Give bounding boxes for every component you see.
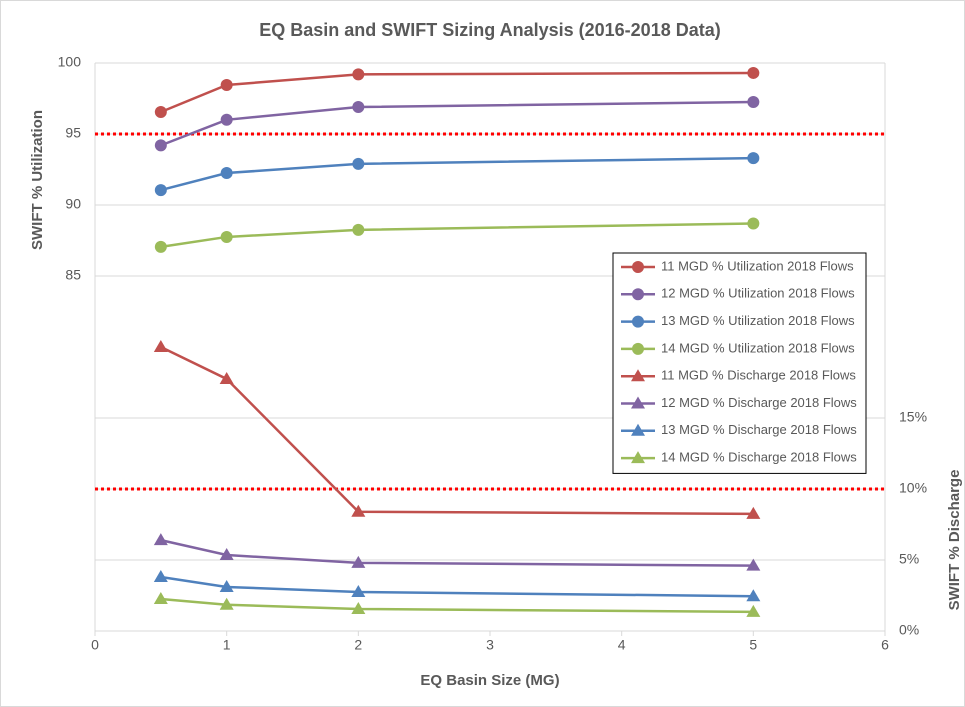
series-line (160, 100, 754, 147)
legend-marker (632, 315, 644, 328)
legend-marker (632, 288, 644, 301)
y-tick-label: 90 (65, 196, 81, 212)
data-point (153, 340, 168, 352)
series-line (160, 156, 754, 192)
y2-tick-label: 0% (899, 622, 919, 638)
y2-tick-label: 15% (899, 409, 927, 425)
series-line (160, 345, 754, 516)
data-point (747, 96, 760, 109)
y2-axis-label: SWIFT % Discharge (946, 470, 963, 611)
data-point (352, 157, 365, 170)
legend-marker (631, 451, 645, 464)
x-tick-label: 5 (749, 637, 757, 653)
chart-title: EQ Basin and SWIFT Sizing Analysis (2016… (259, 20, 720, 40)
data-point (352, 101, 365, 114)
data-point (351, 584, 366, 597)
data-point (219, 371, 234, 384)
data-point (352, 223, 365, 236)
legend-box (612, 252, 867, 474)
data-point (351, 555, 366, 568)
data-point (220, 230, 233, 243)
data-point (747, 217, 760, 230)
legend-label: 14 MGD % Utilization 2018 Flows (661, 340, 855, 355)
y-tick-label: 100 (58, 54, 82, 70)
data-point (746, 589, 761, 602)
y2-tick-label: 10% (899, 480, 927, 496)
x-tick-label: 4 (618, 637, 626, 653)
data-point (219, 548, 234, 561)
legend-label: 12 MGD % Utilization 2018 Flows (661, 286, 855, 301)
data-point (220, 167, 233, 180)
legend-marker (631, 396, 645, 409)
x-axis-label: EQ Basin Size (MG) (420, 672, 559, 689)
series-line (160, 575, 754, 598)
series-line (160, 222, 754, 249)
legend-label: 13 MGD % Discharge 2018 Flows (661, 422, 857, 437)
data-point (747, 66, 760, 79)
data-point (746, 558, 761, 571)
data-point (153, 592, 168, 605)
y-tick-label: 85 (65, 267, 81, 283)
series-line (160, 538, 754, 567)
x-tick-label: 3 (486, 637, 494, 653)
data-point (219, 579, 234, 592)
data-point (352, 68, 365, 81)
data-point (746, 604, 761, 617)
data-point (747, 152, 760, 165)
data-point (351, 601, 366, 614)
legend-marker (631, 423, 645, 436)
data-point (153, 570, 168, 583)
data-point (154, 184, 167, 197)
data-point (220, 79, 233, 92)
legend-marker (632, 342, 644, 355)
legend-label: 11 MGD % Utilization 2018 Flows (661, 258, 854, 273)
x-tick-label: 1 (223, 637, 231, 653)
legend-label: 14 MGD % Discharge 2018 Flows (661, 450, 857, 465)
y-tick-label: 95 (65, 125, 81, 141)
legend-label: 12 MGD % Discharge 2018 Flows (661, 395, 857, 410)
data-point (153, 533, 168, 546)
legend-marker (631, 369, 645, 382)
data-point (154, 105, 167, 118)
legend: 11 MGD % Utilization 2018 Flows 12 MGD % … (612, 252, 867, 474)
legend-marker (632, 261, 644, 273)
series-line (160, 71, 754, 114)
data-point (219, 597, 234, 610)
legend-label: 13 MGD % Utilization 2018 Flows (661, 313, 855, 328)
x-tick-label: 0 (91, 637, 99, 653)
data-point (746, 506, 761, 519)
x-tick-label: 6 (881, 637, 889, 653)
data-point (351, 504, 366, 517)
data-point (154, 240, 167, 253)
data-point (220, 113, 233, 126)
series-line (160, 597, 754, 614)
data-point (154, 139, 167, 152)
y2-tick-label: 5% (899, 551, 919, 567)
y-axis-label: SWIFT % Utilization (29, 110, 46, 250)
x-tick-label: 2 (354, 637, 362, 653)
legend-label: 11 MGD % Discharge 2018 Flows (661, 368, 856, 383)
